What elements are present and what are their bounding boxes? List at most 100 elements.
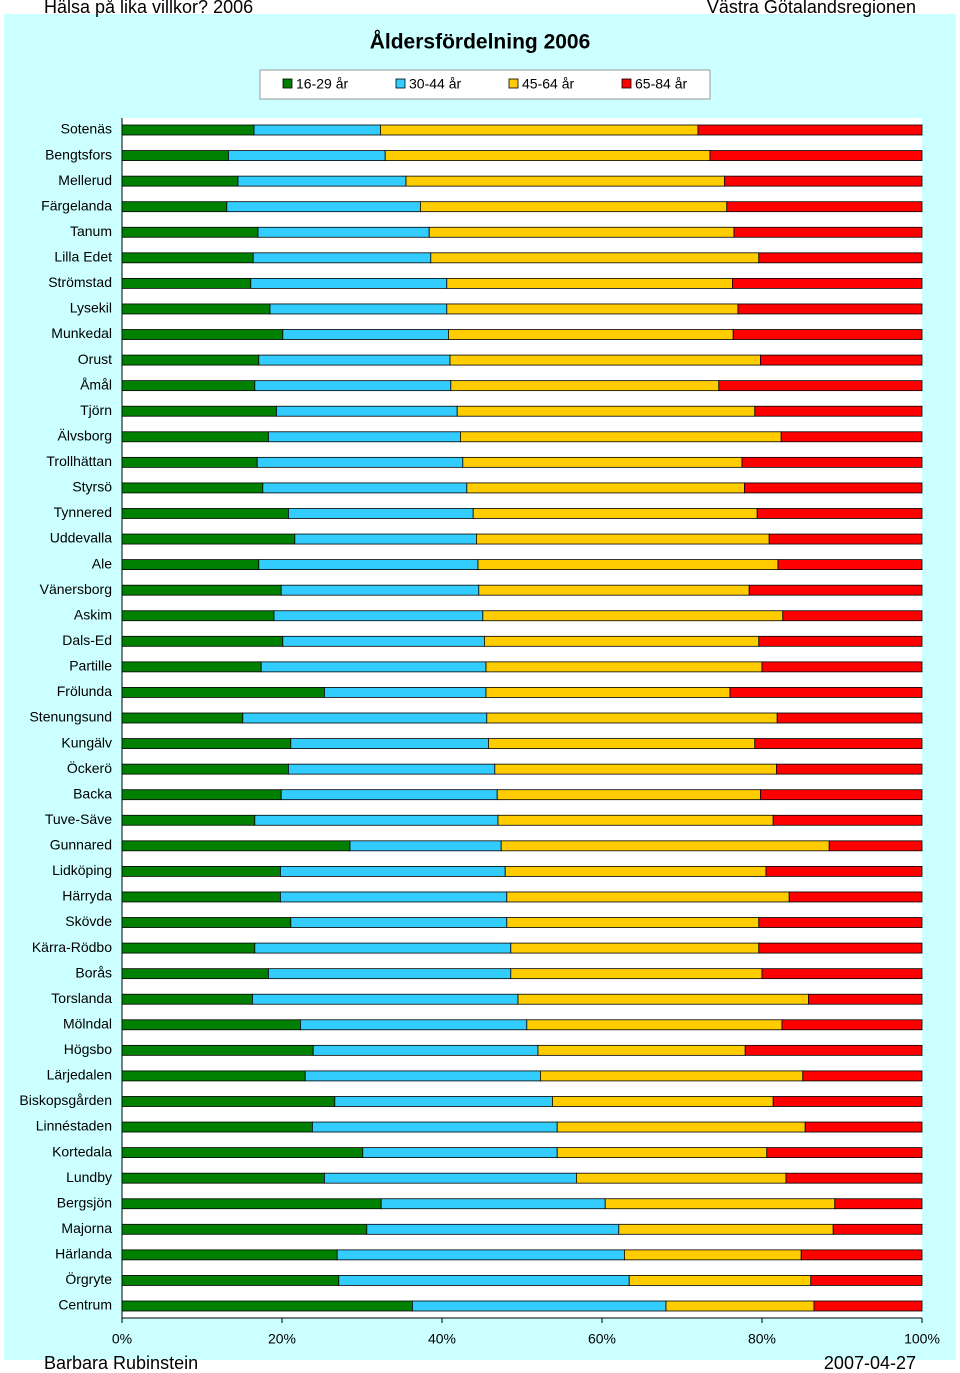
bar-segment bbox=[349, 840, 502, 852]
y-tick-label: Askim bbox=[74, 606, 112, 622]
y-tick-label: Åmål bbox=[80, 376, 112, 392]
bar-segment bbox=[121, 661, 262, 673]
bar-segment bbox=[834, 1198, 923, 1210]
bar-segment bbox=[697, 124, 923, 136]
bar-segment bbox=[121, 968, 269, 980]
bar-segment bbox=[121, 1096, 336, 1107]
bar-segment bbox=[250, 277, 448, 289]
bar-segment bbox=[121, 1275, 340, 1286]
bar-segment bbox=[121, 687, 325, 698]
bar-segment bbox=[808, 993, 923, 1005]
bar-segment bbox=[121, 482, 264, 494]
legend-label: 65-84 år bbox=[635, 76, 687, 92]
bar-segment bbox=[312, 1044, 539, 1056]
bar-segment bbox=[500, 840, 830, 852]
bar-segment bbox=[258, 354, 451, 366]
bar-segment bbox=[121, 942, 256, 954]
y-tick-label: Skövde bbox=[65, 913, 112, 929]
bar-segment bbox=[121, 431, 269, 443]
y-tick-label: Borås bbox=[75, 964, 112, 980]
bar-segment bbox=[280, 789, 498, 801]
bar-segment bbox=[449, 354, 761, 366]
bar-segment bbox=[497, 814, 774, 826]
y-tick-label: Lilla Edet bbox=[54, 249, 112, 265]
bar-segment bbox=[282, 329, 449, 340]
bar-segment bbox=[506, 917, 760, 928]
bar-segment bbox=[269, 303, 448, 315]
bar-segment bbox=[287, 508, 474, 519]
bar-segment bbox=[290, 917, 508, 928]
y-tick-label: Linnéstaden bbox=[36, 1118, 112, 1134]
bar-segment bbox=[624, 1249, 802, 1261]
bar-segment bbox=[242, 712, 488, 724]
bar-segment bbox=[338, 1275, 630, 1286]
bar-segment bbox=[258, 559, 479, 571]
bar-segment bbox=[121, 226, 259, 238]
bar-segment bbox=[121, 201, 228, 213]
bar-segment bbox=[724, 175, 923, 187]
bar-segment bbox=[121, 865, 281, 877]
bar-segment bbox=[477, 559, 779, 571]
bar-segment bbox=[760, 789, 923, 801]
bar-segment bbox=[517, 993, 809, 1005]
bar-segment bbox=[299, 1019, 528, 1031]
bar-segment bbox=[618, 1223, 834, 1235]
bar-segment bbox=[552, 1096, 774, 1107]
y-tick-label: Vänersborg bbox=[40, 581, 112, 597]
bar-segment bbox=[121, 891, 281, 903]
y-tick-label: Lidköping bbox=[52, 862, 112, 878]
y-tick-label: Biskopsgården bbox=[19, 1092, 112, 1108]
bar-segment bbox=[121, 150, 229, 161]
y-tick-label: Partille bbox=[69, 658, 112, 674]
y-tick-label: Backa bbox=[73, 785, 112, 801]
bar-segment bbox=[766, 1147, 923, 1159]
y-tick-label: Kortedala bbox=[52, 1143, 112, 1159]
bar-segment bbox=[754, 738, 923, 749]
bar-segment bbox=[510, 942, 760, 954]
bar-segment bbox=[510, 968, 763, 980]
bar-segment bbox=[121, 584, 282, 596]
bar-segment bbox=[772, 1096, 923, 1107]
bar-segment bbox=[526, 1019, 783, 1031]
bar-segment bbox=[280, 584, 480, 596]
y-tick-label: Ale bbox=[92, 555, 112, 571]
bar-segment bbox=[121, 1172, 325, 1184]
bar-segment bbox=[813, 1300, 923, 1312]
bar-segment bbox=[384, 150, 711, 161]
bar-segment bbox=[761, 968, 923, 980]
bar-segment bbox=[832, 1223, 923, 1235]
bar-segment bbox=[290, 738, 489, 749]
bar-segment bbox=[478, 584, 750, 596]
legend-swatch bbox=[282, 78, 293, 89]
bar-segment bbox=[665, 1300, 815, 1312]
bar-segment bbox=[257, 226, 430, 238]
bar-segment bbox=[776, 763, 923, 775]
y-tick-label: Styrsö bbox=[72, 479, 112, 495]
bar-segment bbox=[780, 431, 923, 443]
footer-left: Barbara Rubinstein bbox=[44, 1353, 198, 1373]
bar-segment bbox=[121, 456, 258, 468]
x-tick-label: 60% bbox=[588, 1331, 616, 1347]
bar-segment bbox=[121, 329, 284, 340]
bar-segment bbox=[121, 763, 289, 775]
bar-segment bbox=[121, 1121, 313, 1133]
bar-segment bbox=[556, 1147, 768, 1159]
legend-label: 30-44 år bbox=[409, 76, 461, 92]
bar-segment bbox=[121, 508, 289, 519]
y-tick-label: Torslanda bbox=[51, 990, 112, 1006]
y-tick-label: Lärjedalen bbox=[47, 1067, 112, 1083]
bar-segment bbox=[254, 380, 452, 392]
bar-segment bbox=[121, 993, 253, 1005]
footer-right: 2007-04-27 bbox=[824, 1353, 916, 1373]
bar-segment bbox=[121, 533, 296, 545]
y-tick-label: Uddevalla bbox=[50, 530, 112, 546]
x-tick-label: 100% bbox=[904, 1331, 940, 1347]
bar-segment bbox=[254, 814, 499, 826]
bar-segment bbox=[226, 201, 421, 213]
bar-segment bbox=[121, 712, 244, 724]
bar-segment bbox=[121, 1198, 382, 1210]
bar-segment bbox=[121, 610, 275, 622]
bar-segment bbox=[428, 226, 735, 238]
bar-segment bbox=[556, 1121, 806, 1133]
bar-segment bbox=[744, 482, 923, 494]
